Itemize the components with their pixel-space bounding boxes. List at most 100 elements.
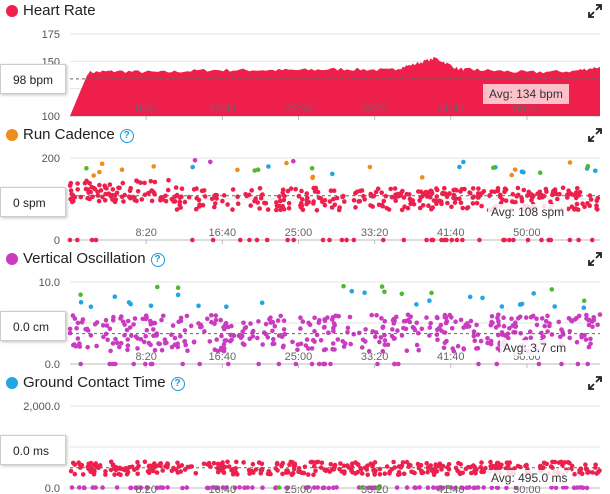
data-point [241, 460, 246, 465]
data-point [395, 328, 400, 333]
data-point [280, 471, 285, 477]
data-point [235, 472, 240, 477]
heart-rate-chart[interactable]: 1751501251008:2016:4025:0033:2041:4050:0… [0, 22, 610, 122]
data-point [418, 189, 424, 195]
expand-icon[interactable] [588, 4, 602, 18]
data-point [194, 186, 199, 191]
data-point [231, 333, 237, 338]
data-point [491, 165, 496, 171]
data-point [449, 204, 454, 210]
data-point [224, 304, 229, 309]
data-point [567, 329, 573, 334]
data-point [159, 317, 164, 323]
data-point [395, 472, 401, 477]
data-point [368, 203, 373, 208]
data-point [138, 180, 143, 185]
data-point [152, 179, 158, 185]
data-point [521, 187, 527, 193]
data-point [158, 463, 163, 469]
data-point [209, 313, 214, 318]
data-point [99, 161, 105, 167]
data-point [306, 320, 311, 326]
data-point [506, 461, 512, 466]
data-point [327, 469, 333, 474]
data-point [175, 285, 181, 290]
data-point [256, 319, 261, 324]
data-point [215, 461, 221, 467]
expand-icon[interactable] [588, 128, 602, 142]
data-point [457, 471, 463, 477]
data-point [286, 200, 292, 206]
x-tick-label: 25:00 [285, 227, 313, 239]
data-point [202, 329, 207, 334]
data-point [525, 237, 531, 243]
data-point [459, 485, 465, 490]
y-tick-label: 10.0 [39, 277, 60, 289]
data-point [89, 237, 95, 243]
data-point [412, 327, 418, 333]
data-point [494, 361, 500, 367]
data-point [576, 193, 582, 198]
data-point [372, 460, 378, 465]
data-point [595, 207, 600, 212]
data-point [326, 330, 331, 335]
help-icon[interactable]: ? [150, 253, 165, 267]
data-point [377, 484, 382, 489]
data-point [120, 180, 126, 186]
data-point [312, 328, 317, 334]
data-point [199, 324, 204, 329]
data-point [335, 337, 341, 342]
expand-icon[interactable] [588, 376, 602, 390]
expand-icon[interactable] [588, 252, 602, 266]
data-point [338, 461, 343, 466]
data-point [112, 294, 118, 299]
data-point [97, 169, 102, 175]
data-point [119, 167, 125, 172]
cadence-header: Run Cadence? [0, 124, 610, 146]
data-point [407, 196, 413, 202]
data-point [439, 201, 444, 207]
data-point [579, 334, 584, 340]
data-point [589, 319, 595, 324]
data-point [221, 348, 227, 354]
data-point [322, 324, 327, 330]
data-point [308, 459, 314, 465]
data-point [160, 468, 165, 473]
data-point [391, 321, 397, 326]
data-point [68, 468, 74, 474]
data-point [299, 201, 304, 206]
data-point [196, 303, 201, 309]
data-point [515, 463, 521, 469]
data-point [82, 485, 87, 491]
data-point [330, 346, 335, 352]
gct-current-value: 0.0 ms [0, 435, 66, 465]
data-point [169, 344, 175, 350]
data-point [401, 319, 407, 324]
data-point [110, 361, 116, 367]
x-tick-label: 41:40 [437, 227, 465, 239]
data-point [319, 460, 325, 466]
data-point [414, 302, 419, 307]
data-point [103, 191, 108, 197]
data-point [479, 469, 484, 475]
data-point [382, 342, 388, 348]
data-point [86, 190, 91, 195]
help-icon[interactable]: ? [119, 129, 134, 143]
help-icon[interactable]: ? [170, 377, 185, 391]
data-point [226, 361, 231, 367]
data-point [95, 189, 100, 195]
data-point [139, 197, 145, 202]
data-point [590, 237, 595, 243]
data-point [190, 164, 195, 170]
data-point [549, 287, 555, 292]
y-tick-label: 100 [42, 111, 60, 122]
data-point [221, 193, 227, 198]
data-point [450, 346, 456, 351]
data-point [193, 206, 199, 212]
data-point [218, 317, 223, 323]
data-point [543, 186, 549, 192]
data-point [574, 339, 580, 345]
data-point [499, 304, 505, 309]
